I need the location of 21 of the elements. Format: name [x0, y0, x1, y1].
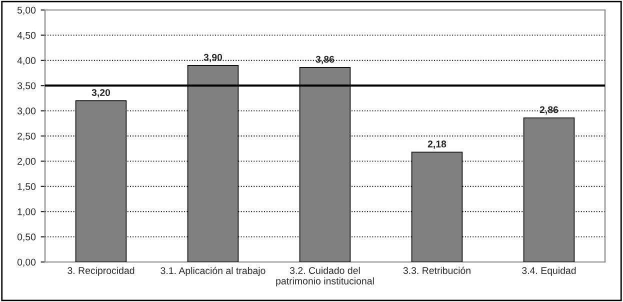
y-tick-label: 0,50 — [17, 234, 36, 242]
y-tick-label: 2,00 — [18, 158, 36, 166]
y-tick-label: 3,50 — [17, 82, 36, 90]
y-tick-label: 1,50 — [18, 183, 36, 192]
x-tick-label: 3.3. Retribución — [403, 266, 470, 274]
y-tick-label: 3,00 — [17, 108, 36, 116]
data-label: 2,86 — [540, 106, 558, 115]
data-label: 2,18 — [428, 140, 446, 149]
y-tick-label: 4,00 — [17, 57, 36, 66]
y-tick-label: 5,00 — [17, 6, 36, 15]
y-tick-label: 0,00 — [17, 258, 36, 267]
x-tick-label: 3. Reciprocidad — [68, 266, 134, 276]
data-label: 3,20 — [92, 89, 110, 98]
data-label: 3,86 — [316, 56, 334, 64]
y-tick-label: 4,50 — [17, 32, 36, 40]
x-tick-label: 3.1. Aplicación al trabajo — [160, 266, 266, 276]
y-tick-label: 2,50 — [18, 132, 36, 141]
data-label: 3,90 — [204, 54, 222, 62]
y-tick-label: 1,00 — [18, 208, 36, 216]
x-tick-label: 3.2. Cuidado del patrimonio institucional — [276, 266, 374, 286]
x-tick-label: 3.4. Equidad — [522, 266, 576, 276]
